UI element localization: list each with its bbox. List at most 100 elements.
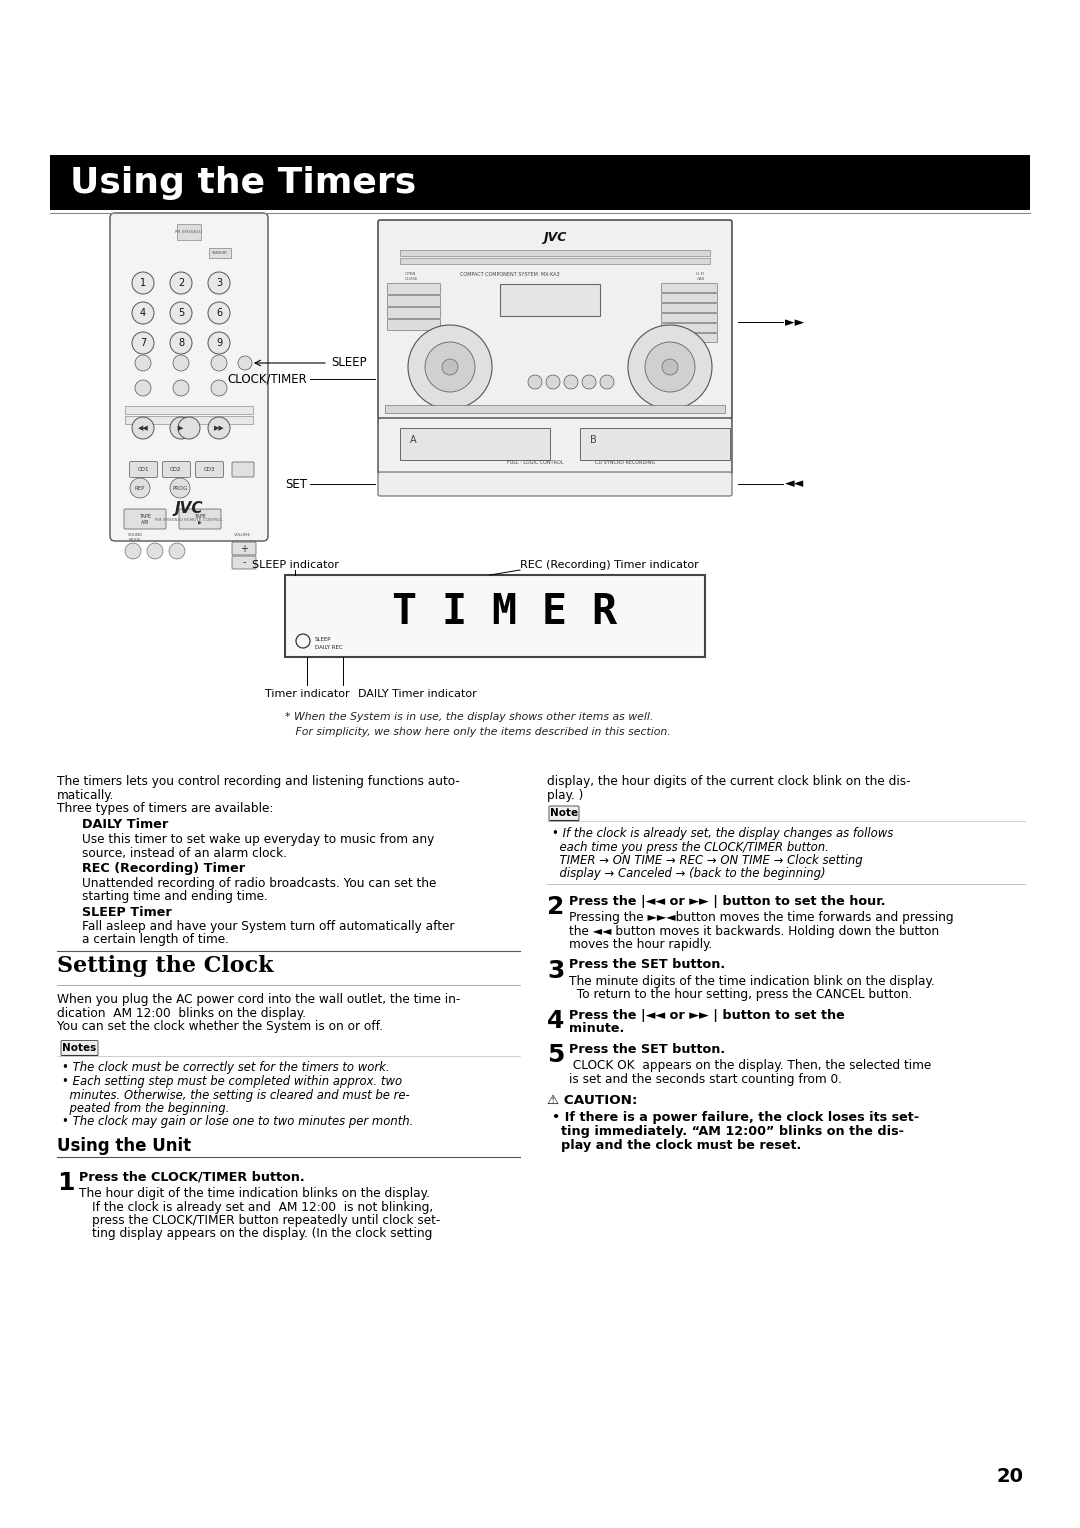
Circle shape (132, 303, 154, 324)
Text: Unattended recording of radio broadcasts. You can set the: Unattended recording of radio broadcasts… (82, 877, 436, 889)
Circle shape (442, 359, 458, 374)
FancyBboxPatch shape (661, 333, 717, 342)
Circle shape (170, 417, 192, 439)
Circle shape (208, 272, 230, 293)
Text: Timer indicator: Timer indicator (265, 689, 349, 698)
Circle shape (208, 303, 230, 324)
FancyBboxPatch shape (549, 805, 579, 821)
Text: RM-SMXKA3U REMOTE CONTROL: RM-SMXKA3U REMOTE CONTROL (156, 518, 222, 523)
Text: play and the clock must be reset.: play and the clock must be reset. (552, 1138, 801, 1152)
Text: B: B (590, 435, 597, 445)
Text: 5: 5 (178, 309, 184, 318)
Text: starting time and ending time.: starting time and ending time. (82, 889, 268, 903)
Text: 9: 9 (216, 338, 222, 348)
FancyBboxPatch shape (661, 293, 717, 303)
Text: DAILY REC: DAILY REC (315, 645, 342, 649)
Circle shape (627, 325, 712, 410)
Circle shape (132, 332, 154, 354)
Text: REC (Recording) Timer indicator: REC (Recording) Timer indicator (519, 559, 699, 570)
Bar (285, 575, 705, 657)
FancyBboxPatch shape (378, 472, 732, 497)
Bar (400, 428, 550, 460)
Text: display, the hour digits of the current clock blink on the dis-: display, the hour digits of the current … (546, 775, 910, 788)
Circle shape (426, 342, 475, 393)
Text: 8: 8 (178, 338, 184, 348)
Circle shape (211, 354, 227, 371)
Bar (210, 248, 231, 258)
Text: CD SYNCRO RECORDING: CD SYNCRO RECORDING (595, 460, 656, 466)
Text: 2: 2 (546, 895, 565, 918)
Text: Press the SET button.: Press the SET button. (569, 958, 725, 972)
FancyBboxPatch shape (661, 284, 717, 292)
Text: 3: 3 (216, 278, 222, 287)
Text: Three types of timers are available:: Three types of timers are available: (57, 802, 273, 814)
Text: JVC: JVC (175, 501, 203, 515)
Text: The minute digits of the time indication blink on the display.: The minute digits of the time indication… (569, 975, 934, 987)
Text: a certain length of time.: a certain length of time. (82, 934, 229, 946)
Text: Fall asleep and have your System turn off automatically after: Fall asleep and have your System turn of… (82, 920, 455, 934)
Circle shape (662, 359, 678, 374)
Text: 3: 3 (546, 958, 565, 983)
Text: STANDBY: STANDBY (212, 251, 228, 255)
Circle shape (170, 303, 192, 324)
Bar (500, 284, 600, 316)
FancyBboxPatch shape (388, 284, 441, 295)
FancyBboxPatch shape (124, 509, 166, 529)
Text: TAPE
▶: TAPE ▶ (194, 513, 206, 524)
Text: Press the SET button.: Press the SET button. (569, 1044, 725, 1056)
Text: ▶: ▶ (178, 425, 184, 431)
Circle shape (528, 374, 542, 390)
Text: HI-FI
CAS: HI-FI CAS (696, 272, 705, 281)
Text: REC (Recording) Timer: REC (Recording) Timer (82, 862, 245, 876)
Text: If the clock is already set and  AM 12:00  is not blinking,: If the clock is already set and AM 12:00… (92, 1201, 433, 1213)
Text: Notes: Notes (62, 1044, 96, 1053)
Bar (384, 405, 725, 413)
Text: SLEEP Timer: SLEEP Timer (82, 906, 172, 918)
Text: • If the clock is already set, the display changes as follows: • If the clock is already set, the displ… (552, 827, 893, 840)
Circle shape (132, 272, 154, 293)
Text: 1: 1 (140, 278, 146, 287)
Circle shape (170, 332, 192, 354)
Text: display → Canceled → (back to the beginning): display → Canceled → (back to the beginn… (552, 868, 825, 880)
Text: DAILY Timer indicator: DAILY Timer indicator (357, 689, 476, 698)
Text: • The clock may gain or lose one to two minutes per month.: • The clock may gain or lose one to two … (62, 1115, 414, 1129)
Text: • Each setting step must be completed within approx. two: • Each setting step must be completed wi… (62, 1076, 402, 1088)
Circle shape (178, 417, 200, 439)
Text: each time you press the CLOCK/TIMER button.: each time you press the CLOCK/TIMER butt… (552, 840, 828, 854)
Text: CLOCK/TIMER: CLOCK/TIMER (227, 373, 307, 385)
FancyBboxPatch shape (378, 220, 732, 419)
Text: is set and the seconds start counting from 0.: is set and the seconds start counting fr… (569, 1073, 842, 1085)
Text: PROG: PROG (172, 486, 188, 490)
Text: moves the hour rapidly.: moves the hour rapidly. (569, 938, 712, 950)
FancyBboxPatch shape (195, 461, 224, 477)
Circle shape (600, 374, 615, 390)
Text: 20: 20 (996, 1467, 1023, 1487)
Text: CD2: CD2 (171, 468, 181, 472)
FancyBboxPatch shape (60, 1041, 98, 1056)
Text: ▶▶: ▶▶ (214, 425, 225, 431)
Text: RM-SMXKA3U: RM-SMXKA3U (175, 231, 203, 234)
Text: Using the Unit: Using the Unit (57, 1137, 191, 1155)
Text: play. ): play. ) (546, 788, 583, 802)
Text: SET: SET (285, 477, 307, 490)
Text: When you plug the AC power cord into the wall outlet, the time in-: When you plug the AC power cord into the… (57, 993, 460, 1005)
Text: JVC: JVC (543, 231, 567, 243)
Text: Use this timer to set wake up everyday to music from any: Use this timer to set wake up everyday t… (82, 833, 434, 847)
Text: Setting the Clock: Setting the Clock (57, 955, 273, 976)
Text: 4: 4 (546, 1008, 565, 1033)
Text: minute.: minute. (569, 1022, 624, 1036)
Circle shape (135, 380, 151, 396)
Text: the ◄◄ button moves it backwards. Holding down the button: the ◄◄ button moves it backwards. Holdin… (569, 924, 940, 938)
Text: You can set the clock whether the System is on or off.: You can set the clock whether the System… (57, 1021, 383, 1033)
Circle shape (546, 374, 561, 390)
FancyBboxPatch shape (378, 419, 732, 474)
Text: The hour digit of the time indication blinks on the display.: The hour digit of the time indication bl… (79, 1187, 430, 1199)
Circle shape (582, 374, 596, 390)
Text: 7: 7 (140, 338, 146, 348)
Text: Using the Timers: Using the Timers (70, 165, 416, 200)
Circle shape (564, 374, 578, 390)
Text: • The clock must be correctly set for the timers to work.: • The clock must be correctly set for th… (62, 1062, 390, 1074)
FancyBboxPatch shape (232, 556, 256, 568)
Text: 5: 5 (546, 1044, 565, 1067)
Text: ◀◀: ◀◀ (137, 425, 148, 431)
